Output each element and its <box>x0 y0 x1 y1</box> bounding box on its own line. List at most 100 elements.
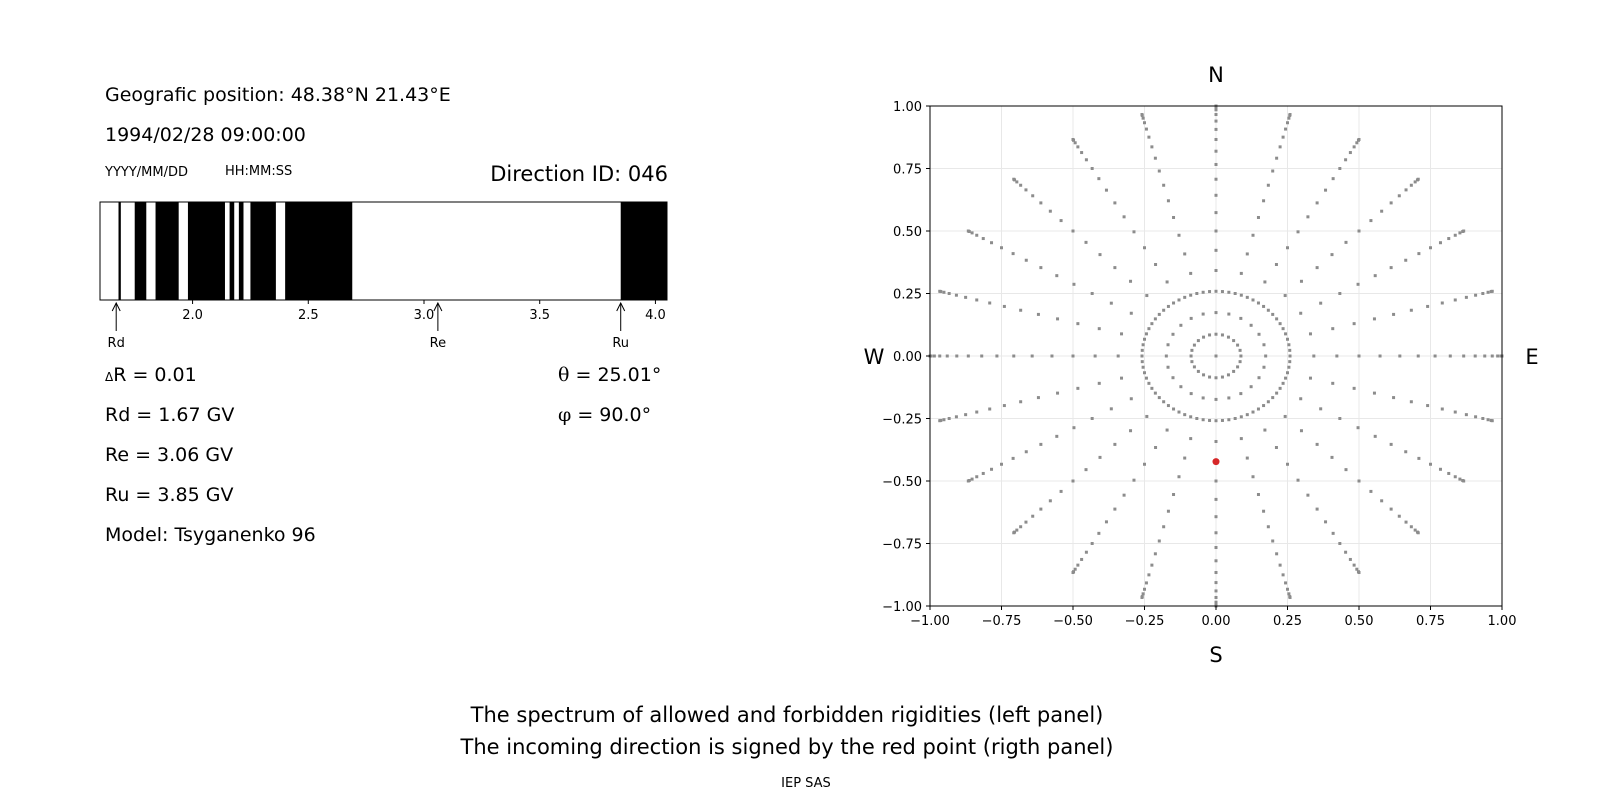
x-tick-label: 4.0 <box>645 308 666 323</box>
grid-point <box>1331 327 1335 331</box>
grid-point <box>1417 456 1421 460</box>
grid-point <box>1453 298 1457 302</box>
grid-point <box>1413 180 1417 184</box>
grid-point <box>1093 354 1097 358</box>
delta-symbol: Δ <box>105 370 114 384</box>
grid-point <box>1048 499 1052 503</box>
datetime: 1994/02/28 09:00:00 <box>105 124 306 146</box>
delta-r-text: R = 0.01 <box>113 364 197 386</box>
marker-label: Ru <box>612 336 629 351</box>
y-tick-label: −1.00 <box>882 600 922 615</box>
grid-point <box>1417 252 1421 256</box>
grid-point <box>1189 392 1193 396</box>
grid-point <box>1024 450 1028 454</box>
grid-point <box>1274 445 1278 449</box>
grid-point <box>1299 279 1303 283</box>
grid-point <box>1143 371 1146 375</box>
grid-point <box>1352 145 1356 149</box>
grid-point <box>1286 121 1289 125</box>
grid-point <box>1036 312 1040 316</box>
grid-point <box>1113 266 1117 270</box>
grid-point <box>1274 263 1278 267</box>
grid-point <box>1286 246 1289 250</box>
direction-id: Direction ID: 046 <box>490 162 668 186</box>
grid-point <box>1369 219 1373 223</box>
grid-point <box>966 354 970 358</box>
grid-point <box>1352 322 1356 326</box>
grid-point <box>1287 365 1291 369</box>
grid-point <box>1000 462 1003 466</box>
x-tick-label: 1.00 <box>1488 614 1517 629</box>
grid-point <box>1275 317 1279 321</box>
grid-point <box>1143 246 1146 250</box>
grid-point <box>1373 434 1377 438</box>
grid-point <box>1196 369 1200 373</box>
x-tick-label: −1.00 <box>910 614 950 629</box>
marker-label: Rd <box>108 336 125 351</box>
grid-point <box>1278 563 1282 567</box>
grid-point <box>1357 137 1361 141</box>
grid-point <box>1098 253 1102 257</box>
grid-point <box>964 413 968 417</box>
grid-point <box>1214 149 1218 153</box>
grid-point <box>970 477 974 481</box>
grid-point <box>1024 258 1028 262</box>
grid-point <box>1458 231 1462 235</box>
grid-point <box>1011 456 1015 460</box>
compass-west: W <box>864 345 885 369</box>
grid-point <box>1140 113 1144 117</box>
grid-point <box>1104 188 1108 192</box>
grid-point <box>938 289 942 293</box>
grid-point <box>1084 468 1088 472</box>
grid-point <box>1344 240 1348 244</box>
grid-point <box>1177 298 1181 302</box>
grid-point <box>1120 332 1124 336</box>
grid-point <box>975 475 979 479</box>
grid-point <box>1030 354 1034 358</box>
grid-point <box>1315 442 1319 446</box>
grid-point <box>1433 354 1437 358</box>
grid-point <box>1283 414 1287 418</box>
theta-value: θ = 25.01° <box>558 364 661 386</box>
grid-point <box>1338 417 1342 420</box>
grid-point <box>1440 301 1444 305</box>
grid-point <box>1150 145 1154 149</box>
grid-point <box>1236 343 1240 347</box>
grid-point <box>1251 410 1255 414</box>
grid-point <box>1220 333 1224 337</box>
grid-point <box>1097 381 1101 385</box>
grid-point <box>1356 282 1360 286</box>
grid-point <box>1315 201 1319 205</box>
grid-point <box>988 301 992 305</box>
grid-point <box>1129 279 1133 283</box>
grid-point <box>1380 499 1384 503</box>
x-tick-label: 0.50 <box>1345 614 1374 629</box>
grid-point <box>1208 333 1212 337</box>
grid-point <box>938 354 942 358</box>
grid-point <box>1183 413 1187 417</box>
grid-point <box>1474 293 1478 297</box>
grid-point <box>1266 183 1270 187</box>
grid-point <box>1214 311 1218 315</box>
forbidden-band <box>118 202 121 300</box>
grid-point <box>1071 137 1075 141</box>
forbidden-band <box>250 202 276 300</box>
grid-point <box>1039 201 1043 205</box>
grid-point <box>938 419 942 423</box>
grid-point <box>1214 332 1218 336</box>
grid-point <box>1257 376 1261 380</box>
grid-point <box>1076 563 1080 567</box>
grid-point <box>1338 542 1342 545</box>
grid-point <box>1202 373 1206 377</box>
grid-point <box>1090 542 1094 545</box>
grid-point <box>1490 419 1494 423</box>
grid-point <box>945 354 949 358</box>
grid-point <box>1166 365 1170 369</box>
grid-point <box>1214 497 1218 501</box>
grid-point <box>1262 404 1266 408</box>
grid-point <box>1438 241 1442 245</box>
grid-point <box>1239 271 1243 275</box>
grid-point <box>1474 415 1478 419</box>
grid-point <box>1355 567 1359 571</box>
grid-point <box>1397 514 1401 518</box>
